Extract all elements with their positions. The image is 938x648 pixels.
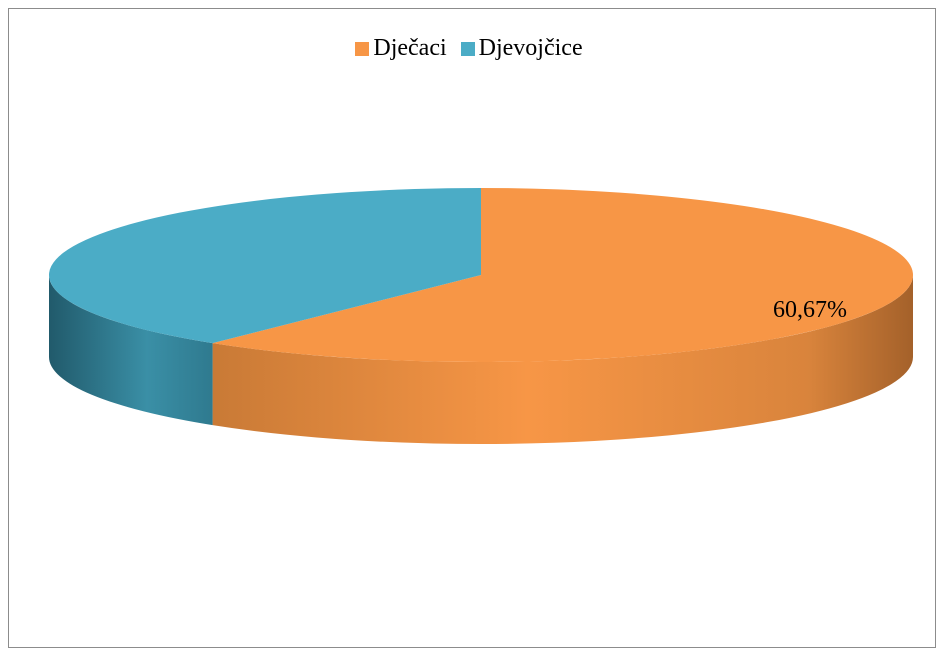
legend-swatch-djecaci bbox=[355, 41, 370, 56]
data-label-djecaci: 60,67% bbox=[773, 297, 847, 323]
pie-side-djevojčice bbox=[49, 275, 213, 426]
legend-swatch-djevojcice bbox=[460, 41, 475, 56]
pie-side-dječaci bbox=[212, 275, 913, 444]
pie-slice-djevojčice bbox=[49, 188, 481, 344]
pie-layer: 60,67% bbox=[49, 187, 913, 444]
legend-item-djecaci: Dječaci bbox=[355, 35, 447, 62]
chart-legend: Dječaci Djevojčice bbox=[0, 35, 938, 62]
legend-label-djecaci: Dječaci bbox=[373, 35, 447, 61]
legend-label-djevojcice: Djevojčice bbox=[478, 35, 583, 61]
pie-chart: 60,67% bbox=[49, 187, 913, 444]
pie-slice-dječaci bbox=[212, 187, 913, 362]
legend-item-djevojcice: Djevojčice bbox=[460, 35, 583, 62]
